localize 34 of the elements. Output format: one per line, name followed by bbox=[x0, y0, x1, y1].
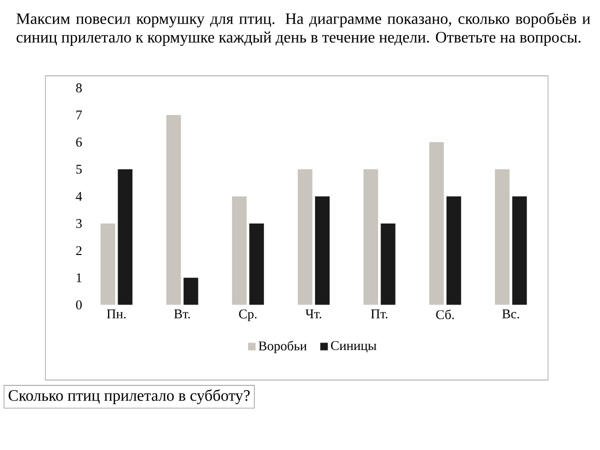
x-tick-label: Пн. bbox=[106, 310, 126, 318]
y-tick-label: 2 bbox=[76, 246, 82, 256]
bar bbox=[166, 115, 181, 305]
y-tick-label: 4 bbox=[76, 192, 82, 201]
x-tick-label: Вс. bbox=[502, 310, 520, 318]
bar bbox=[249, 223, 264, 305]
text: Сколько птиц прилетало в субботу? bbox=[8, 389, 250, 404]
x-tick-label: Ср. bbox=[239, 310, 256, 322]
bar bbox=[232, 196, 247, 305]
y-tick-label: 5 bbox=[76, 164, 82, 174]
x-tick-label: Вт. bbox=[174, 310, 190, 318]
x-tick-label: Сб. bbox=[436, 310, 454, 320]
bar bbox=[363, 169, 378, 305]
bar bbox=[494, 169, 510, 305]
bar bbox=[380, 223, 396, 305]
bar bbox=[315, 196, 330, 305]
y-tick-label: 8 bbox=[76, 83, 82, 92]
legend-label: Синицы bbox=[331, 341, 376, 353]
bar bbox=[118, 169, 132, 305]
y-tick-label: 6 bbox=[76, 138, 82, 147]
bar bbox=[512, 196, 527, 305]
bar bbox=[184, 278, 198, 305]
bar bbox=[100, 223, 116, 305]
chart-title: Максим повесил кормушку для птиц. На диаграмме показано, сколько воробьёв и синиц прилетало к кормушке каждый день в течение недели. Ответьте на вопросы. bbox=[16, 12, 590, 46]
bar bbox=[298, 169, 312, 305]
bar bbox=[446, 196, 462, 305]
x-tick-label: Чт. bbox=[305, 310, 322, 318]
y-tick-label: 3 bbox=[76, 219, 82, 228]
y-tick-label: 1 bbox=[76, 273, 82, 282]
legend-label: Воробьи bbox=[258, 340, 307, 354]
y-tick-label: 0 bbox=[76, 300, 82, 310]
y-tick-label: 7 bbox=[76, 110, 82, 120]
x-tick-label: Пт. bbox=[370, 310, 388, 318]
bar bbox=[429, 142, 444, 305]
